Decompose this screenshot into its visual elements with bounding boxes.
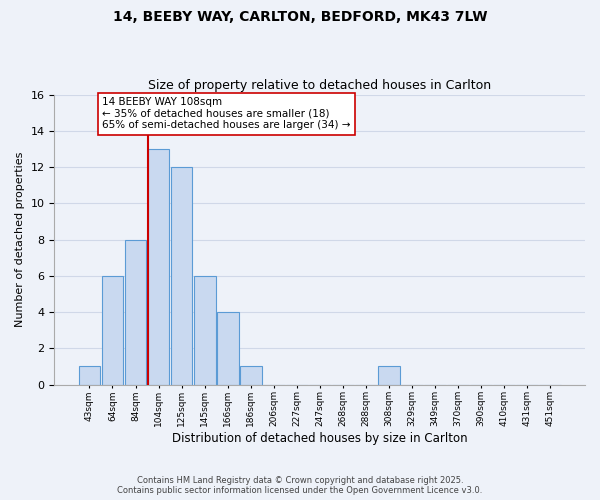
Text: Contains HM Land Registry data © Crown copyright and database right 2025.
Contai: Contains HM Land Registry data © Crown c… <box>118 476 482 495</box>
Bar <box>239 366 262 384</box>
Bar <box>79 366 100 384</box>
Bar <box>217 312 239 384</box>
Bar <box>170 167 193 384</box>
Bar <box>101 276 124 384</box>
X-axis label: Distribution of detached houses by size in Carlton: Distribution of detached houses by size … <box>172 432 467 445</box>
Title: Size of property relative to detached houses in Carlton: Size of property relative to detached ho… <box>148 79 491 92</box>
Bar <box>148 149 169 384</box>
Bar <box>194 276 215 384</box>
Bar <box>125 240 146 384</box>
Text: 14, BEEBY WAY, CARLTON, BEDFORD, MK43 7LW: 14, BEEBY WAY, CARLTON, BEDFORD, MK43 7L… <box>113 10 487 24</box>
Text: 14 BEEBY WAY 108sqm
← 35% of detached houses are smaller (18)
65% of semi-detach: 14 BEEBY WAY 108sqm ← 35% of detached ho… <box>102 98 350 130</box>
Bar <box>378 366 400 384</box>
Y-axis label: Number of detached properties: Number of detached properties <box>15 152 25 327</box>
